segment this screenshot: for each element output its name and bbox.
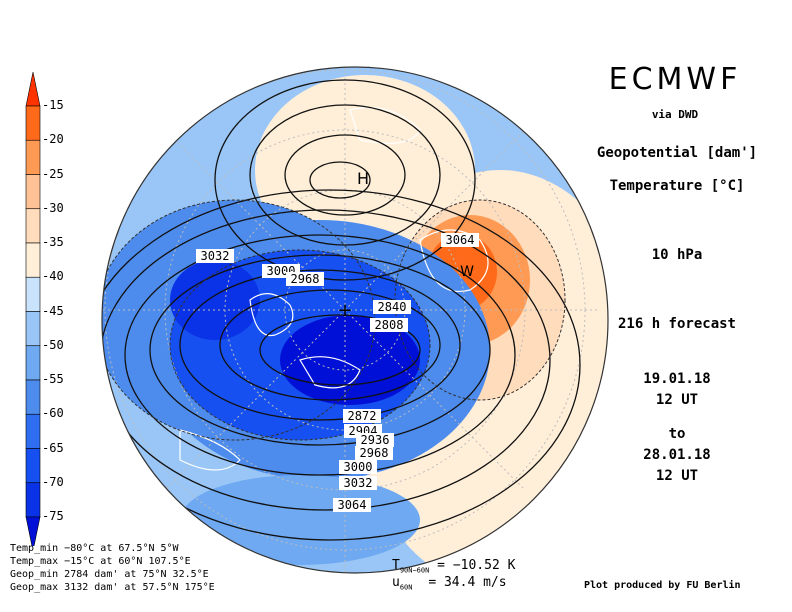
contour-label: 3032 bbox=[339, 476, 377, 490]
colorbar-segments bbox=[25, 71, 41, 546]
field-geopotential: Geopotential [dam'] bbox=[596, 145, 758, 161]
colorbar-segment bbox=[25, 311, 41, 347]
map-border bbox=[101, 66, 609, 574]
cold-core-inner bbox=[280, 315, 420, 405]
source-label: via DWD bbox=[651, 108, 699, 121]
colorbar-label: -65 bbox=[42, 440, 64, 455]
contour-label: 2808 bbox=[370, 318, 408, 332]
contour-label: 2968 bbox=[355, 446, 393, 460]
stat-geop-min: Geop_min 2784 dam' at 75°N 32.5°E bbox=[10, 569, 209, 580]
forecast-lead: 216 h forecast bbox=[617, 316, 736, 332]
stat-temp-min: Temp_min −80°C at 67.5°N 5°W bbox=[10, 543, 179, 554]
contour-label-text: 2936 bbox=[361, 433, 390, 447]
index-t-value: = −10.52 K bbox=[437, 558, 516, 573]
contour-label: 3000 bbox=[339, 460, 377, 474]
contour-label: 2840 bbox=[373, 300, 411, 314]
colorbar-label: -35 bbox=[42, 235, 64, 249]
colorbar-label: -60 bbox=[42, 406, 64, 421]
index-wind: u60N = 34.4 m/s bbox=[392, 575, 507, 592]
valid-from-date: 19.01.18 bbox=[643, 371, 711, 387]
colorbar-segment bbox=[25, 208, 41, 244]
stat-geop-max: Geop_max 3132 dam' at 57.5°N 175°E bbox=[10, 582, 215, 593]
stat-temp-max: Temp_max −15°C at 60°N 107.5°E bbox=[10, 556, 191, 567]
index-temperature: T90N−60N = −10.52 K bbox=[392, 558, 515, 575]
valid-to-label: to bbox=[668, 426, 686, 442]
contour-label-text: 3064 bbox=[446, 233, 475, 247]
colorbar-segment bbox=[25, 276, 41, 312]
contour-label-text: 2840 bbox=[378, 300, 407, 314]
warm-marker: W bbox=[460, 264, 474, 280]
colorbar-segment bbox=[25, 242, 41, 278]
cold-core-west bbox=[170, 260, 260, 340]
colorbar bbox=[25, 71, 41, 546]
colorbar-segment bbox=[25, 105, 41, 141]
contours bbox=[102, 79, 581, 541]
contour-label: 2872 bbox=[343, 409, 381, 423]
colorbar-label: -25 bbox=[42, 166, 64, 181]
pole-marker: + bbox=[337, 300, 352, 321]
index-u-value: = 34.4 m/s bbox=[428, 575, 507, 590]
colorbar-label: -40 bbox=[42, 269, 64, 284]
contour-label: 3064 bbox=[441, 233, 479, 247]
contour-label-text: 3000 bbox=[344, 460, 373, 474]
contour-label-text: 3032 bbox=[201, 249, 230, 263]
colorbar-arrow-bottom bbox=[25, 516, 41, 546]
colorbar-label: -70 bbox=[42, 474, 64, 489]
contour-labels: 3032 3000 2968 3064 2840 2808 2872 2904 … bbox=[196, 233, 479, 512]
colorbar-segment bbox=[25, 482, 41, 518]
index-u-sub: 60N bbox=[399, 583, 413, 592]
colorbar-segment bbox=[25, 379, 41, 415]
index-t-sub: 90N−60N bbox=[399, 566, 430, 575]
colorbar-segment bbox=[25, 448, 41, 484]
colorbar-label: -30 bbox=[42, 200, 64, 215]
contour-label-text: 2968 bbox=[360, 446, 389, 460]
contour-label-text: 2808 bbox=[375, 318, 404, 332]
colorbar-segment bbox=[25, 139, 41, 175]
colorbar-label: -50 bbox=[42, 337, 64, 352]
high-marker: H bbox=[357, 169, 369, 188]
credit: Plot produced by FU Berlin bbox=[584, 580, 741, 591]
colorbar-label: -15 bbox=[42, 98, 64, 112]
contour-label: 2936 bbox=[356, 433, 394, 447]
valid-from-time: 12 UT bbox=[655, 392, 699, 408]
colorbar-segment bbox=[25, 174, 41, 210]
colorbar-label: -45 bbox=[42, 303, 64, 318]
colorbar-segment bbox=[25, 413, 41, 449]
contour-label: 2968 bbox=[286, 272, 324, 286]
contour-label: 3032 bbox=[196, 249, 234, 263]
contour-label: 3064 bbox=[333, 498, 371, 512]
colorbar-segment bbox=[25, 345, 41, 381]
contour-label-text: 2968 bbox=[291, 272, 320, 286]
field-temperature: Temperature [°C] bbox=[609, 178, 745, 194]
contour-label-text: 3064 bbox=[338, 498, 367, 512]
colorbar-label: -55 bbox=[42, 372, 64, 386]
colorbar-arrow-top bbox=[25, 71, 41, 107]
colorbar-label: -20 bbox=[42, 132, 64, 147]
colorbar-label: -75 bbox=[42, 509, 64, 523]
valid-to-date: 28.01.18 bbox=[643, 447, 711, 463]
index-t-symbol: T bbox=[392, 558, 400, 573]
pressure-level: 10 hPa bbox=[651, 247, 703, 263]
contour-label-text: 2872 bbox=[348, 409, 377, 423]
index-u-symbol: u bbox=[392, 575, 400, 590]
cold-south bbox=[180, 475, 420, 565]
contour-label-text: 3032 bbox=[344, 476, 373, 490]
valid-to-time: 12 UT bbox=[655, 468, 699, 484]
brand-title: ECMWF bbox=[608, 62, 742, 97]
